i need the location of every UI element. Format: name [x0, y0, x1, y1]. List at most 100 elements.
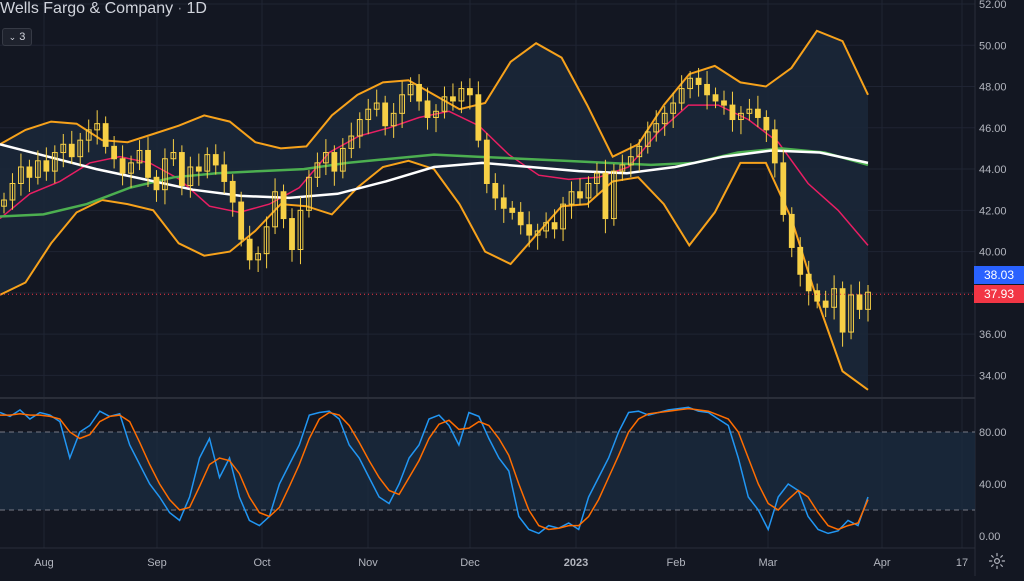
candle-body	[661, 112, 668, 125]
candle-body	[619, 164, 626, 172]
bollinger-bands	[0, 29, 869, 391]
candle-body	[34, 160, 41, 178]
candle-body	[517, 211, 524, 226]
candle-body	[721, 100, 727, 106]
candlesticks	[1, 67, 871, 347]
ma-200-line	[0, 143, 869, 200]
candle-body	[102, 123, 109, 147]
candle-body	[297, 209, 304, 251]
candle-body	[94, 123, 101, 131]
candle-body	[153, 176, 160, 191]
candle-body	[526, 224, 533, 236]
time-tick-label: Feb	[667, 557, 686, 569]
candle-body	[43, 160, 50, 172]
candle-body	[805, 273, 812, 292]
time-tick-label: Aug	[34, 557, 54, 569]
time-tick-label: Oct	[253, 557, 270, 569]
candle-body	[68, 143, 75, 158]
candle-body	[433, 110, 439, 118]
stoch-band-fill	[0, 432, 975, 510]
stoch-tick-label: 0.00	[979, 531, 1000, 543]
time-tick-label: 2023	[564, 557, 588, 569]
candle-body	[187, 166, 194, 187]
candle-body	[483, 139, 490, 184]
price-tick-label: 46.00	[979, 123, 1007, 135]
candle-body	[178, 152, 185, 187]
candle-body	[85, 129, 92, 141]
candle-body	[551, 222, 558, 230]
candle-body	[822, 300, 829, 308]
candle-body	[128, 162, 134, 174]
time-tick-label: Mar	[759, 557, 778, 569]
candle-body	[500, 197, 507, 209]
candle-body	[9, 182, 16, 201]
gear-icon[interactable]	[988, 552, 1006, 570]
candle-body	[322, 152, 329, 164]
candle-body	[534, 230, 541, 236]
candle-body	[865, 291, 871, 310]
price-tag-upper: 38.03	[974, 266, 1024, 285]
chart-header: Wells Fargo & Company · 1D	[0, 0, 207, 17]
candle-body	[466, 88, 473, 96]
candle-body	[704, 83, 710, 96]
candle-body	[771, 129, 778, 164]
candle-body	[848, 294, 854, 333]
candle-body	[390, 112, 397, 127]
candle-body	[678, 88, 685, 104]
candle-body	[509, 207, 516, 213]
candle-body	[780, 162, 787, 215]
candle-body	[729, 104, 736, 121]
candle-body	[18, 166, 24, 184]
candle-body	[585, 182, 592, 199]
candle-body	[687, 77, 694, 90]
candle-body	[195, 166, 202, 172]
candle-body	[238, 201, 245, 240]
bollinger-upper-line	[0, 29, 869, 159]
candle-body	[212, 154, 219, 166]
candle-body	[831, 288, 838, 308]
candle-body	[746, 108, 753, 114]
candle-body	[856, 294, 863, 310]
candle-body	[577, 191, 583, 199]
stoch-d-line	[0, 407, 869, 531]
candle-body	[644, 131, 651, 147]
candle-body	[119, 158, 126, 174]
candle-body	[450, 96, 456, 102]
candle-body	[111, 145, 118, 160]
interval-label[interactable]: 1D	[186, 0, 207, 17]
symbol-title[interactable]: Wells Fargo & Company	[0, 0, 174, 17]
price-tick-label: 52.00	[979, 0, 1007, 11]
chevron-down-icon: ⌄	[8, 31, 17, 42]
candle-body	[416, 83, 422, 102]
indicators-collapse-button[interactable]: ⌄ 3	[2, 28, 32, 46]
stochastic-pane	[0, 406, 975, 535]
candle-body	[738, 112, 744, 121]
candle-body	[424, 100, 431, 118]
price-axis[interactable]: 52.0050.0048.0046.0044.0042.0040.0038.00…	[979, 0, 1007, 543]
time-tick-label: Sep	[147, 557, 167, 569]
candle-body	[602, 172, 609, 220]
candle-body	[170, 152, 177, 160]
time-tick-label: Dec	[460, 557, 480, 569]
candle-body	[26, 166, 33, 178]
candle-body	[246, 238, 253, 261]
price-tick-label: 48.00	[979, 82, 1007, 94]
candle-body	[221, 164, 228, 182]
candle-body	[492, 182, 499, 199]
price-tick-label: 36.00	[979, 329, 1007, 341]
candle-body	[610, 170, 617, 220]
time-tick-label: 17	[956, 557, 968, 569]
candle-body	[712, 94, 719, 102]
price-tick-label: 44.00	[979, 164, 1007, 176]
time-axis[interactable]: Aug Sep Oct Nov Dec 2023 Feb Mar Apr 17	[34, 557, 968, 569]
price-tag-last: 37.93	[974, 285, 1024, 304]
candle-body	[458, 88, 465, 102]
candle-body	[670, 102, 677, 114]
bollinger-fill	[0, 30, 868, 390]
candle-body	[543, 222, 550, 232]
candle-body	[280, 191, 287, 220]
stoch-tick-label: 40.00	[979, 479, 1007, 491]
candle-body	[314, 162, 321, 178]
